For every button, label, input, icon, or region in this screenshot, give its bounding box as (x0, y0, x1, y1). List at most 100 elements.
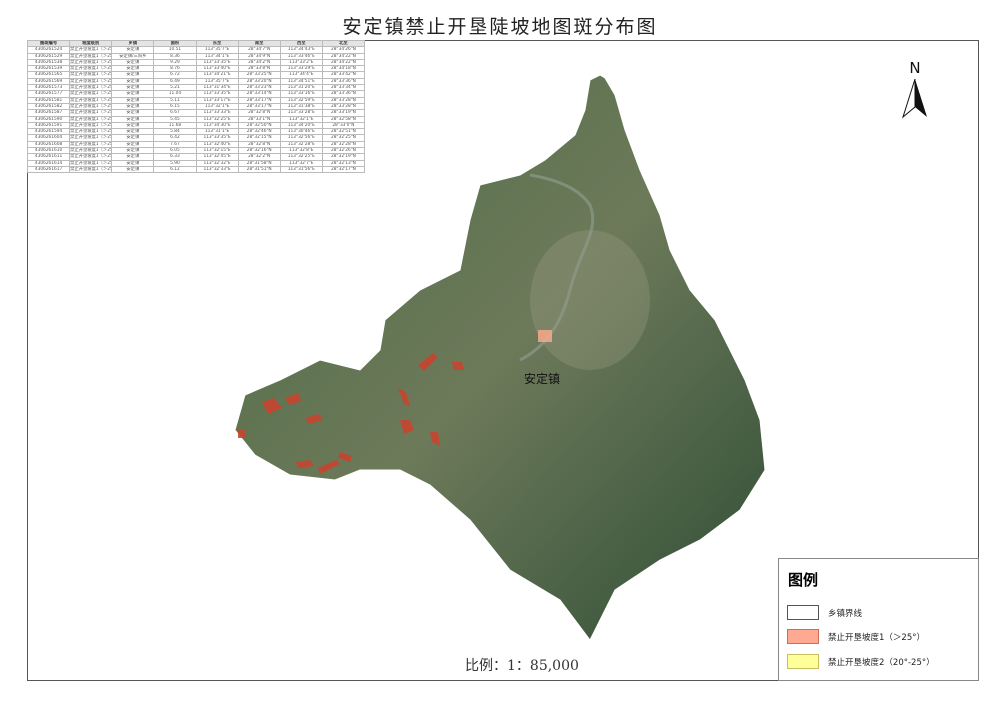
table-cell: 禁止开垦坡度1（＞25°） (69, 58, 113, 67)
legend-label: 乡镇界线 (828, 608, 863, 619)
table-cell: 28°34'22"N (321, 58, 366, 67)
patch (338, 452, 352, 462)
slope1-swatch (787, 629, 819, 644)
map-frame (27, 40, 979, 681)
patch (400, 420, 414, 434)
legend-item-slope2: 禁止开垦坡度2（20°-25°） (787, 654, 935, 669)
scale-text: 比例：1：85,000 (465, 658, 579, 674)
table-row: 4306261538禁止开垦坡度1（＞25°）安定镇9.29113°33'35"… (26, 58, 366, 67)
north-arrow: N (900, 58, 930, 125)
table-row: 4306261604禁止开垦坡度1（＞25°）安定镇6.42113°33'35"… (26, 134, 366, 142)
table-cell: 28°32'13"N (321, 159, 366, 167)
urban-area (530, 230, 650, 370)
legend-item-slope1: 禁止开垦坡度1（＞25°） (787, 629, 925, 644)
table-cell: 28°32'26"N (321, 147, 366, 155)
table-row: 4306261524禁止开垦坡度1（＞25°）安定镇10.51113°35'7"… (26, 46, 366, 54)
legend-title: 图例 (788, 571, 819, 589)
table-cell: 28°33'36"N (321, 77, 366, 86)
legend: 图例 乡镇界线 禁止开垦坡度1（＞25°） 禁止开垦坡度2（20°-25°） (778, 558, 979, 681)
table-cell: 28°33'28"N (321, 96, 366, 104)
table-cell: 28°33'0"N (321, 121, 366, 130)
patch (398, 388, 410, 406)
slope1-area (538, 330, 552, 342)
table-cell: 禁止开垦坡度1（＞25°） (69, 65, 113, 73)
table-row: 4306261617禁止开垦坡度1（＞25°）安定镇6.12113°32'33"… (26, 165, 366, 174)
table-cell: 禁止开垦坡度1（＞25°） (69, 71, 113, 79)
patch (305, 414, 323, 424)
table-row: 4306261577禁止开垦坡度1（＞25°）安定镇11.04113°33'35… (26, 90, 366, 98)
town-label: 安定镇 (524, 372, 561, 386)
patch (452, 362, 464, 370)
patch (318, 460, 340, 474)
patch (262, 398, 282, 414)
slope2-swatch (787, 654, 819, 669)
patch-attribute-table: 图斑编号 坡度级别 乡镇 面积 东至 南至 西至 北至 4306261524 禁止开垦坡度1（＞… (26, 39, 366, 174)
table-cell: 28°33'28"N (321, 102, 366, 111)
map-title: 安定镇禁止开垦陡坡地图斑分布图 (342, 16, 658, 38)
patch (430, 432, 440, 446)
table-body: 4306261524禁止开垦坡度1（＞25°）安定镇10.51113°35'7"… (26, 46, 366, 174)
patch (296, 460, 314, 468)
table-cell: 禁止开垦坡度1（＞25°） (69, 77, 113, 86)
table-cell: 禁止开垦坡度1（＞25°） (69, 121, 113, 130)
table-cell: 安定镇 (111, 165, 155, 174)
table-cell: 禁止开垦坡度1（＞25°） (69, 109, 113, 117)
table-cell: 禁止开垦坡度1（＞25°） (69, 46, 113, 54)
boundary-swatch (787, 605, 819, 620)
table-cell: 禁止开垦坡度1（＞25°） (69, 115, 113, 123)
north-label: N (909, 59, 921, 77)
table-cell: 28°34'18"N (321, 65, 366, 73)
table-cell: 禁止开垦坡度1（＞25°） (69, 165, 113, 174)
table-header-row: 图斑编号 坡度级别 乡镇 面积 东至 南至 西至 北至 (26, 39, 366, 48)
table-row: 4306261529禁止开垦坡度1（＞25°）安定镇/三阳乡8.36113°34… (26, 52, 366, 60)
legend-label: 禁止开垦坡度2（20°-25°） (828, 657, 935, 668)
patch (418, 353, 438, 371)
table-cell: 禁止开垦坡度1（＞25°） (69, 147, 113, 155)
north-arrow-icon (902, 78, 927, 119)
table-cell: 4306261617 (26, 165, 71, 174)
table-row: 4306261573禁止开垦坡度1（＞25°）安定镇5.21113°31'34"… (26, 84, 366, 92)
table-row: 4306261610禁止开垦坡度1（＞25°）安定镇6.05113°32'15"… (26, 147, 366, 155)
table-cell: 禁止开垦坡度1（＞25°） (69, 84, 113, 92)
table-cell: 28°34'22"N (321, 52, 366, 60)
table-cell: 28°32'28"N (321, 140, 366, 149)
table-cell: 禁止开垦坡度1（＞25°） (69, 140, 113, 149)
table-cell: 禁止开垦坡度1（＞25°） (69, 90, 113, 98)
table-cell: 6.12 (153, 165, 197, 174)
table-cell: 禁止开垦坡度1（＞25°） (69, 102, 113, 111)
table-cell: 28°33'36"N (321, 90, 366, 98)
table-row: 4306261591禁止开垦坡度1（＞25°）安定镇11.68113°34'30… (26, 121, 366, 130)
table-row: 4306261590禁止开垦坡度1（＞25°）安定镇5.45113°32'25"… (26, 115, 366, 123)
table-row: 4306261587禁止开垦坡度1（＞25°）安定镇6.67113°33'33"… (26, 109, 366, 117)
table-cell: 28°32'58"N (321, 115, 366, 123)
table-cell: 禁止开垦坡度1（＞25°） (69, 128, 113, 136)
table-row: 4306261569禁止开垦坡度1（＞25°）安定镇6.49113°35'7"E… (26, 77, 366, 86)
table-row: 4306261539禁止开垦坡度1（＞25°）安定镇8.76113°33'40"… (26, 65, 366, 73)
table-cell: 28°32'19"N (321, 153, 366, 161)
township-area (234, 74, 766, 641)
table-cell: 28°33'19"N (321, 109, 366, 117)
table-cell: 28°31'51"N (237, 165, 281, 174)
table-cell: 113°32'33"E (195, 165, 239, 174)
patch (238, 430, 246, 438)
table-cell: 28°32'17"N (321, 165, 366, 174)
table-row: 4306261582禁止开垦坡度1（＞25°）安定镇6.15113°32'1"E… (26, 102, 366, 111)
table-cell: 禁止开垦坡度1（＞25°） (69, 159, 113, 167)
table-cell: 禁止开垦坡度1（＞25°） (69, 153, 113, 161)
table-row: 4306261565禁止开垦坡度1（＞25°）安定镇6.72113°34'21"… (26, 71, 366, 79)
table-row: 4306261594禁止开垦坡度1（＞25°）安定镇5.84113°31'1"E… (26, 128, 366, 136)
table-cell: 28°32'51"N (321, 128, 366, 136)
column-header[interactable]: 北至 (321, 39, 366, 48)
table-cell: 禁止开垦坡度1（＞25°） (69, 134, 113, 142)
table-row: 4306261581禁止开垦坡度1（＞25°）安定镇5.11113°33'17"… (26, 96, 366, 104)
table-cell: 28°32'25"N (321, 134, 366, 142)
legend-item-boundary: 乡镇界线 (787, 605, 862, 620)
table-cell: 113°31'56"E (279, 165, 323, 174)
table-row: 4306261608禁止开垦坡度1（＞25°）安定镇7.67113°32'40"… (26, 140, 366, 149)
table-cell: 禁止开垦坡度1（＞25°） (69, 52, 113, 60)
slope-patches (238, 353, 464, 474)
table-cell: 28°33'42"N (321, 71, 366, 79)
patch (285, 393, 301, 405)
table-cell: 28°34'26"N (321, 46, 366, 54)
